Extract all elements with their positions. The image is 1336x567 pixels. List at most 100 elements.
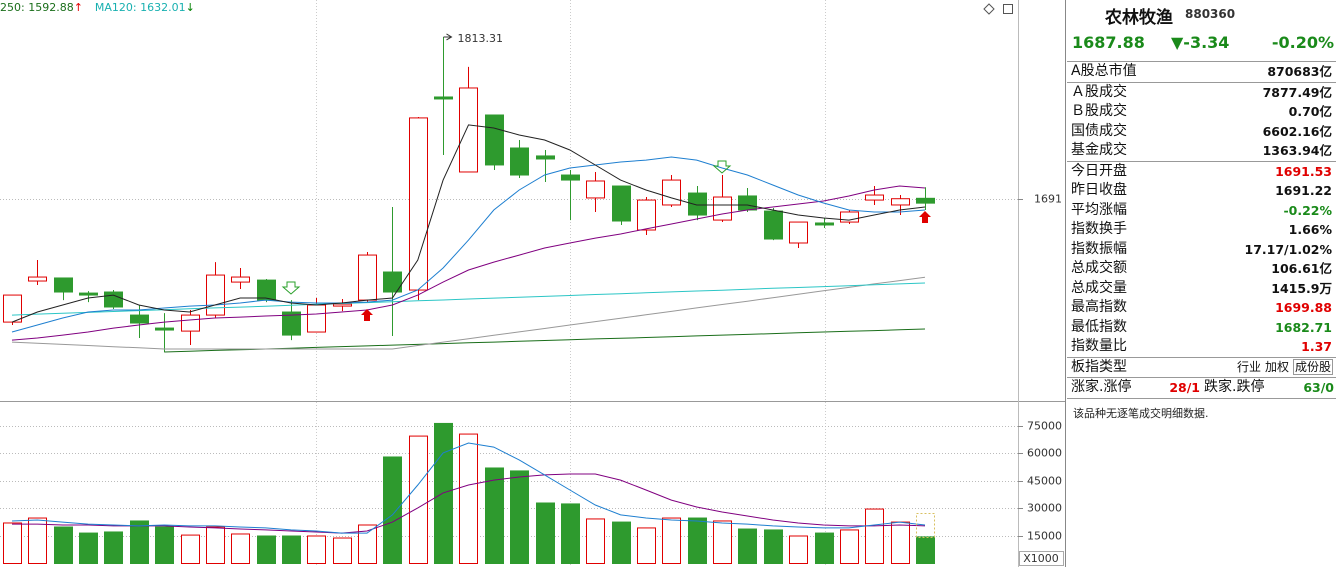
candle-body bbox=[586, 180, 605, 199]
volume-bar bbox=[333, 537, 352, 565]
price: 1687.88 bbox=[1072, 33, 1145, 52]
indicator-text: MA120: 1632.01 bbox=[94, 1, 186, 14]
unit-label: X1000 bbox=[1023, 552, 1059, 565]
up-count: 28/1 bbox=[1169, 380, 1200, 395]
candle-body bbox=[79, 292, 98, 296]
peak-flag bbox=[443, 33, 453, 41]
volume-bar bbox=[358, 524, 377, 565]
candle-body bbox=[459, 87, 478, 173]
square-icon[interactable] bbox=[1003, 4, 1013, 14]
type-option[interactable]: 成份股 bbox=[1292, 358, 1333, 375]
volume-bar bbox=[840, 529, 859, 565]
stat-row: 基金成交 1363.94亿 bbox=[1067, 141, 1336, 161]
ma-line bbox=[11, 282, 926, 316]
y-tick-label: 1691 bbox=[1034, 193, 1062, 206]
volume-bar bbox=[713, 520, 732, 564]
candle-body bbox=[561, 174, 580, 181]
candle-body bbox=[54, 277, 73, 293]
volume-bar bbox=[865, 508, 884, 564]
volume-bar bbox=[307, 535, 326, 565]
volume-bar bbox=[637, 527, 656, 565]
stat-label: 昨日收盘 bbox=[1071, 182, 1127, 198]
stat-label: 今日开盘 bbox=[1071, 162, 1127, 179]
stat-label: 国债成交 bbox=[1071, 122, 1127, 139]
ma-line bbox=[11, 124, 926, 323]
stat-value: 0.70亿 bbox=[1288, 104, 1332, 119]
candle-body bbox=[662, 179, 681, 206]
stat-label: 基金成交 bbox=[1071, 142, 1127, 158]
volume-bar bbox=[231, 533, 250, 564]
candle-body bbox=[536, 155, 555, 160]
ma-line bbox=[11, 442, 926, 534]
note-row: 该品种无逐笔成交明细数据. bbox=[1067, 397, 1336, 421]
stat-value: 1682.71 bbox=[1275, 319, 1332, 335]
volume-bar bbox=[536, 502, 555, 565]
candle-body bbox=[282, 311, 301, 336]
stat-label: 指数振幅 bbox=[1071, 240, 1127, 257]
stat-value: 1691.53 bbox=[1275, 163, 1332, 179]
type-row: 板指类型 行业 加权 成份股 bbox=[1067, 356, 1336, 378]
ma-line bbox=[11, 276, 926, 350]
candle-body bbox=[713, 196, 732, 221]
stat-value: 870683亿 bbox=[1267, 64, 1332, 79]
stat-row: 指数量比 1.37 bbox=[1067, 337, 1336, 357]
row-group: A股总市值 870683亿 bbox=[1067, 61, 1336, 82]
candle-body bbox=[865, 194, 884, 201]
volume-bar bbox=[815, 532, 834, 565]
stat-row: 最高指数 1699.88 bbox=[1067, 298, 1336, 318]
stat-row: 指数振幅 17.17/1.02% bbox=[1067, 240, 1336, 260]
title-row: 农林牧渔 880360 bbox=[1067, 0, 1336, 30]
type-options: 行业 加权 成份股 bbox=[1233, 358, 1333, 378]
peak-label: 1813.31 bbox=[458, 32, 504, 45]
stat-label: 指数换手 bbox=[1071, 221, 1127, 237]
stat-label: Ａ股成交 bbox=[1071, 83, 1127, 100]
candle-body bbox=[510, 147, 529, 176]
stat-row: 国债成交 6602.16亿 bbox=[1067, 122, 1336, 142]
index-code: 880360 bbox=[1185, 7, 1236, 21]
stat-row: 总成交额 106.61亿 bbox=[1067, 259, 1336, 279]
stat-value: 1.37 bbox=[1301, 339, 1332, 354]
buy-signal bbox=[361, 309, 373, 321]
stat-row: 平均涨幅 -0.22% bbox=[1067, 201, 1336, 221]
candle-body bbox=[231, 276, 250, 283]
volume-bar bbox=[688, 517, 707, 564]
candle-body bbox=[333, 303, 352, 307]
volume-bar bbox=[104, 531, 123, 564]
stat-label: 平均涨幅 bbox=[1071, 201, 1127, 218]
type-option[interactable]: 行业 bbox=[1236, 359, 1261, 374]
stat-value: 1415.9万 bbox=[1271, 280, 1332, 296]
candle-body bbox=[3, 294, 22, 323]
diamond-icon[interactable] bbox=[983, 3, 995, 15]
up-label: 涨家.涨停 bbox=[1071, 379, 1132, 395]
unit-box bbox=[1019, 551, 1064, 566]
y-tick-label: 45000 bbox=[1027, 475, 1062, 488]
candle-body bbox=[307, 304, 326, 333]
stat-row: 指数换手 1.66% bbox=[1067, 220, 1336, 240]
type-label: 板指类型 bbox=[1071, 358, 1127, 375]
type-option[interactable]: 加权 bbox=[1264, 359, 1289, 374]
volume-bar bbox=[409, 435, 428, 564]
current-volume-box bbox=[916, 513, 935, 538]
stat-row: 最低指数 1682.71 bbox=[1067, 318, 1336, 338]
candle-body bbox=[181, 314, 200, 332]
candle-body bbox=[485, 114, 504, 166]
plot-layer: 1691 1813.31 15000 30000 45000 60000 75000 X100… bbox=[0, 32, 1064, 566]
y-tick-label: 30000 bbox=[1027, 502, 1062, 515]
stat-row: 总成交量 1415.9万 bbox=[1067, 279, 1336, 299]
candle-body bbox=[257, 279, 276, 301]
volume-bar bbox=[282, 535, 301, 565]
volume-bar bbox=[738, 528, 757, 564]
candle-body bbox=[206, 274, 225, 316]
candle-body bbox=[637, 199, 656, 231]
buy-signal bbox=[919, 211, 931, 223]
volume-bar bbox=[789, 535, 808, 565]
volume-bar bbox=[206, 526, 225, 565]
stat-label: A股总市值 bbox=[1071, 63, 1137, 79]
down-count: 63/0 bbox=[1303, 380, 1334, 395]
row-group: Ａ股成交 7877.49亿 Ｂ股成交 0.70亿 国债成交 6602.16亿 基金成交 136… bbox=[1067, 81, 1336, 161]
indicator-arrow: ↑ bbox=[73, 1, 83, 14]
volume-bar bbox=[181, 534, 200, 565]
ma-line bbox=[164, 328, 926, 353]
stat-value: 106.61亿 bbox=[1271, 261, 1332, 276]
